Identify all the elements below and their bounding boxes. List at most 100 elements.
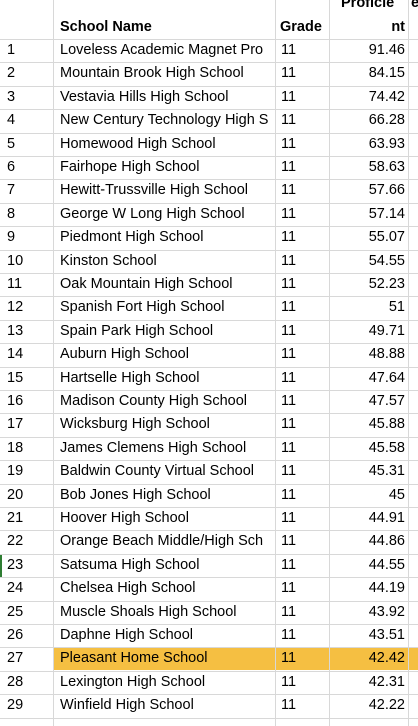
grade-cell[interactable]: 11 bbox=[281, 627, 297, 643]
proficient-cell[interactable]: 42.22 bbox=[368, 697, 405, 714]
proficient-cell[interactable]: 57.66 bbox=[368, 182, 405, 199]
grade-cell[interactable]: 11 bbox=[281, 580, 297, 597]
grade-cell[interactable]: 11 bbox=[281, 229, 297, 246]
row-number[interactable]: 23 bbox=[7, 556, 24, 573]
grade-cell[interactable]: 11 bbox=[281, 299, 297, 316]
school-name-cell[interactable]: Vestavia Hills High School bbox=[60, 88, 229, 105]
row-number[interactable]: 29 bbox=[7, 697, 24, 714]
school-name-cell[interactable]: Hoover High School bbox=[60, 510, 189, 526]
proficient-cell[interactable]: 74.42 bbox=[368, 88, 405, 105]
school-name-cell[interactable]: Homewood High School bbox=[60, 135, 216, 152]
grade-cell[interactable]: 11 bbox=[281, 346, 297, 363]
school-name-cell[interactable]: Winfield High School bbox=[60, 697, 194, 714]
school-name-cell[interactable]: Daphne High School bbox=[60, 627, 194, 643]
grade-cell[interactable]: 11 bbox=[281, 603, 297, 620]
school-name-cell[interactable]: Pleasant Home School bbox=[60, 650, 208, 667]
school-name-cell[interactable]: Oak Mountain High School bbox=[60, 276, 233, 292]
grade-cell[interactable]: 11 bbox=[281, 112, 297, 129]
row-number[interactable]: 5 bbox=[7, 135, 16, 152]
school-name-cell[interactable]: Mountain Brook High School bbox=[60, 65, 244, 82]
proficient-cell[interactable]: 51 bbox=[388, 299, 405, 316]
school-name-cell[interactable]: Muscle Shoals High School bbox=[60, 603, 237, 620]
proficient-cell[interactable]: 42.42 bbox=[368, 650, 405, 667]
row-number[interactable]: 2 bbox=[7, 65, 16, 82]
grade-cell[interactable]: 11 bbox=[281, 416, 297, 433]
grade-cell[interactable]: 11 bbox=[281, 369, 297, 386]
row-number[interactable]: 22 bbox=[7, 533, 24, 550]
row-number[interactable]: 9 bbox=[7, 229, 16, 246]
proficient-header-line1[interactable]: Proficie bbox=[341, 0, 395, 11]
grade-cell[interactable]: 11 bbox=[281, 697, 297, 714]
proficient-cell[interactable]: 54.55 bbox=[368, 252, 405, 269]
school-name-cell[interactable]: Baldwin County Virtual School bbox=[60, 463, 254, 480]
row-number[interactable]: 11 bbox=[7, 276, 23, 292]
proficient-cell[interactable]: 52.23 bbox=[368, 276, 405, 292]
proficient-cell[interactable]: 47.64 bbox=[368, 369, 405, 386]
proficient-cell[interactable]: 47.57 bbox=[368, 393, 405, 409]
row-number[interactable]: 6 bbox=[7, 159, 16, 175]
grade-cell[interactable]: 11 bbox=[281, 650, 297, 667]
row-number[interactable]: 7 bbox=[7, 182, 16, 199]
proficient-cell[interactable]: 45.31 bbox=[368, 463, 405, 480]
proficient-cell[interactable]: 58.63 bbox=[368, 159, 405, 175]
grade-cell[interactable]: 11 bbox=[281, 276, 297, 292]
proficient-cell[interactable]: 42.31 bbox=[368, 673, 405, 690]
proficient-cell[interactable]: 45 bbox=[388, 486, 405, 503]
row-number[interactable]: 1 bbox=[7, 42, 16, 58]
proficient-cell[interactable]: 45.58 bbox=[368, 439, 405, 456]
proficient-cell[interactable]: 44.86 bbox=[368, 533, 405, 550]
grade-cell[interactable]: 11 bbox=[281, 252, 297, 269]
school-name-cell[interactable]: Spanish Fort High School bbox=[60, 299, 225, 316]
proficient-cell[interactable]: 44.91 bbox=[368, 510, 405, 526]
row-number[interactable]: 3 bbox=[7, 88, 16, 105]
school-name-cell[interactable]: Hartselle High School bbox=[60, 369, 200, 386]
proficient-cell[interactable]: 55.07 bbox=[368, 229, 405, 246]
school-name-cell[interactable]: Kinston School bbox=[60, 252, 157, 269]
school-name-cell[interactable]: Auburn High School bbox=[60, 346, 189, 363]
row-number[interactable]: 21 bbox=[7, 510, 24, 526]
grade-cell[interactable]: 11 bbox=[281, 42, 297, 58]
proficient-cell[interactable]: 63.93 bbox=[368, 135, 405, 152]
row-number[interactable]: 14 bbox=[7, 346, 24, 363]
grade-cell[interactable]: 11 bbox=[281, 393, 297, 409]
school-name-cell[interactable]: Orange Beach Middle/High Sch bbox=[60, 533, 264, 550]
school-name-cell[interactable]: James Clemens High School bbox=[60, 439, 247, 456]
grade-cell[interactable]: 11 bbox=[281, 439, 297, 456]
row-number[interactable]: 24 bbox=[7, 580, 24, 597]
school-name-cell[interactable]: Piedmont High School bbox=[60, 229, 204, 246]
grade-cell[interactable]: 11 bbox=[281, 510, 297, 526]
grade-cell[interactable]: 11 bbox=[281, 533, 297, 550]
grade-cell[interactable]: 11 bbox=[281, 205, 297, 222]
school-name-header[interactable]: School Name bbox=[60, 19, 152, 35]
school-name-cell[interactable]: Chelsea High School bbox=[60, 580, 196, 597]
grade-header[interactable]: Grade bbox=[280, 19, 322, 35]
school-name-cell[interactable]: Satsuma High School bbox=[60, 556, 200, 573]
grade-cell[interactable]: 11 bbox=[281, 65, 297, 82]
row-number[interactable]: 16 bbox=[7, 393, 24, 409]
row-number[interactable]: 20 bbox=[7, 486, 24, 503]
school-name-cell[interactable]: New Century Technology High S bbox=[60, 112, 269, 129]
row-number[interactable]: 26 bbox=[7, 627, 24, 643]
school-name-cell[interactable]: Spain Park High School bbox=[60, 322, 214, 339]
proficient-cell[interactable]: 45.88 bbox=[368, 416, 405, 433]
proficient-cell[interactable]: 48.88 bbox=[368, 346, 405, 363]
proficient-header-line2[interactable]: nt bbox=[391, 19, 405, 35]
grade-cell[interactable]: 11 bbox=[281, 135, 297, 152]
row-number[interactable]: 4 bbox=[7, 112, 16, 129]
grade-cell[interactable]: 11 bbox=[281, 159, 297, 175]
grade-cell[interactable]: 11 bbox=[281, 463, 297, 480]
proficient-cell[interactable]: 84.15 bbox=[368, 65, 405, 82]
proficient-cell[interactable]: 44.55 bbox=[368, 556, 405, 573]
school-name-cell[interactable]: Madison County High School bbox=[60, 393, 247, 409]
proficient-cell[interactable]: 49.71 bbox=[368, 322, 405, 339]
next-column-header-fragment[interactable]: e bbox=[411, 0, 418, 11]
row-number[interactable]: 19 bbox=[7, 463, 24, 480]
proficient-cell[interactable]: 43.51 bbox=[368, 627, 405, 643]
grade-cell[interactable]: 11 bbox=[281, 182, 297, 199]
proficient-cell[interactable]: 91.46 bbox=[368, 42, 405, 58]
grade-cell[interactable]: 11 bbox=[281, 88, 297, 105]
row-number[interactable]: 12 bbox=[7, 299, 24, 316]
row-number[interactable]: 27 bbox=[7, 650, 24, 667]
grade-cell[interactable]: 11 bbox=[281, 486, 297, 503]
school-name-cell[interactable]: Fairhope High School bbox=[60, 159, 200, 175]
